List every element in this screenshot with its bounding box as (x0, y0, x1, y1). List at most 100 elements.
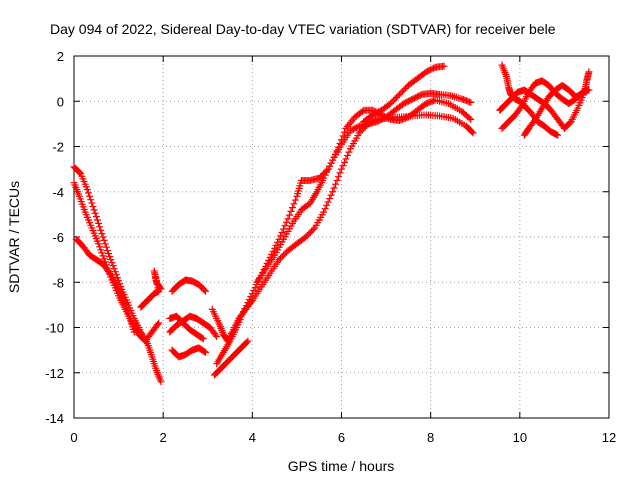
data-point (113, 274, 121, 282)
data-point (379, 115, 387, 123)
data-point (76, 169, 84, 177)
data-point (107, 256, 115, 264)
data-point (378, 115, 386, 123)
data-point (96, 243, 104, 251)
data-point (421, 101, 429, 109)
data-point (376, 116, 384, 124)
data-point (554, 131, 562, 139)
data-point (130, 328, 138, 336)
data-point (388, 98, 396, 106)
data-point (281, 222, 289, 230)
chart-title: Day 094 of 2022, Sidereal Day-to-day VTE… (50, 21, 556, 37)
data-point (109, 262, 117, 270)
data-point (269, 247, 277, 255)
series-arc-7 (166, 312, 221, 341)
x-tick-label: 6 (338, 430, 345, 445)
data-point (96, 223, 104, 231)
data-point (413, 93, 421, 101)
y-axis-label: SDTVAR / TECUs (6, 181, 22, 293)
data-point (99, 233, 107, 241)
data-point (321, 171, 329, 179)
y-tick-label: -6 (52, 230, 64, 245)
data-point (199, 335, 207, 343)
y-tick-label: 0 (57, 94, 64, 109)
data-point (338, 165, 345, 173)
data-point (275, 256, 283, 264)
data-point (243, 338, 251, 346)
data-point (345, 148, 353, 156)
y-tick-label: -10 (45, 321, 64, 336)
data-point (88, 199, 96, 207)
data-point (154, 320, 162, 328)
data-point (122, 303, 130, 311)
series-arc-1 (70, 163, 165, 386)
data-point (250, 287, 258, 295)
x-tick-label: 2 (160, 430, 167, 445)
series-arc-13 (360, 62, 448, 126)
data-point (339, 162, 347, 170)
data-point (415, 92, 423, 100)
data-point (200, 348, 208, 356)
data-point (517, 103, 525, 111)
data-point (100, 255, 108, 263)
x-tick-label: 8 (427, 430, 434, 445)
data-point (100, 236, 108, 244)
data-point (355, 129, 363, 137)
data-point (83, 185, 91, 193)
data-point (155, 319, 163, 327)
data-point (323, 168, 331, 176)
data-point (120, 297, 128, 305)
data-point (110, 265, 118, 273)
data-point (198, 334, 206, 342)
data-point (349, 125, 357, 133)
data-point (430, 64, 438, 72)
data-point (280, 251, 288, 259)
series-arc-17 (520, 81, 586, 139)
x-tick-label: 4 (249, 430, 256, 445)
data-point (202, 348, 210, 356)
data-point (324, 165, 332, 173)
series-arc-9 (210, 337, 252, 379)
axis-ticks: 0 2 4 6 8 10 12 -14 -12 -10 -8 -6 -4 -2 0 2 (45, 49, 616, 445)
data-point (288, 204, 296, 212)
data-point (200, 286, 208, 294)
data-point (332, 180, 340, 188)
data-point (213, 333, 221, 341)
data-point (401, 84, 409, 92)
data-point (103, 247, 111, 255)
data-point (469, 129, 477, 137)
data-point (465, 114, 473, 122)
data-point (428, 65, 436, 73)
data-point (403, 98, 411, 106)
data-point (324, 198, 332, 206)
data-point (339, 132, 347, 140)
data-point (111, 268, 119, 276)
data-point (156, 284, 164, 292)
series-arc-5 (168, 276, 210, 295)
data-point (157, 285, 165, 293)
data-point (395, 90, 403, 98)
data-point (407, 96, 415, 104)
data-point (271, 244, 279, 252)
data-point (102, 243, 110, 251)
series-arc-12 (253, 89, 475, 286)
data-point (323, 201, 331, 209)
data-point (440, 62, 448, 70)
data-point (329, 188, 337, 196)
data-point (106, 253, 114, 261)
data-point (468, 128, 476, 136)
data-point (348, 126, 356, 134)
data-point (340, 158, 348, 166)
data-point (91, 209, 99, 217)
series-arc-8 (168, 344, 210, 361)
data-point (416, 91, 424, 99)
data-point (370, 110, 378, 118)
y-tick-label: -4 (52, 185, 64, 200)
data-point (302, 233, 310, 241)
data-point (320, 174, 328, 182)
data-point (95, 240, 103, 248)
data-point (375, 117, 383, 125)
data-point (90, 206, 98, 214)
data-point (327, 159, 335, 167)
data-point (291, 196, 299, 204)
